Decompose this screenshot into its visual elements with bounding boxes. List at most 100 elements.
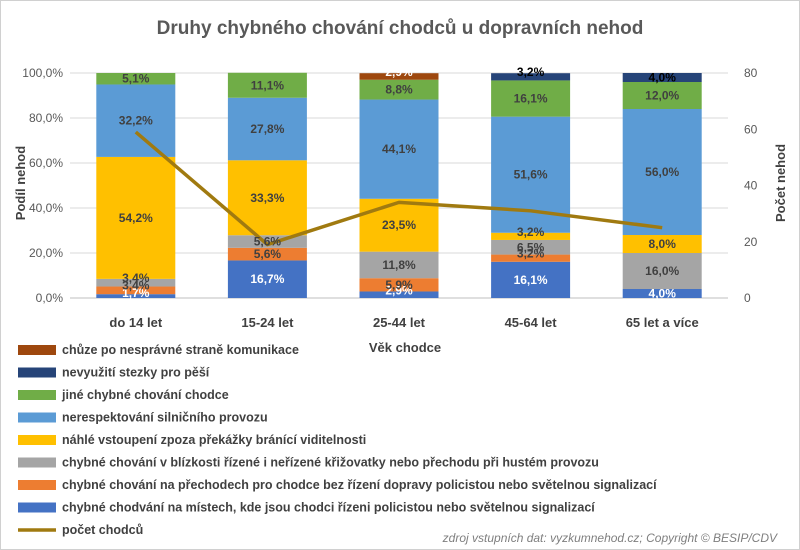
data-label: 5,6% xyxy=(254,247,282,261)
legend-label: chybné chodvání na místech, kde jsou cho… xyxy=(62,501,595,515)
data-label: 16,1% xyxy=(514,92,548,106)
data-label: 54,2% xyxy=(119,211,153,225)
data-label: 1,7% xyxy=(122,286,150,300)
legend-label: chybné chování v blízkosti řízené i neří… xyxy=(62,456,599,470)
data-label: 3,4% xyxy=(122,279,150,293)
bar-segment xyxy=(491,239,571,255)
data-label: 2,9% xyxy=(385,65,413,79)
chart-title: Druhy chybného chování chodců u dopravní… xyxy=(157,18,644,39)
source-note: zdroj vstupních dat: vyzkumnehod.cz; Cop… xyxy=(442,531,778,545)
count-line xyxy=(134,130,663,247)
bar-segment xyxy=(359,99,439,199)
x-axis-title: Věk chodce xyxy=(369,340,441,355)
bar-segment xyxy=(96,294,176,298)
legend-swatch xyxy=(18,457,56,468)
bar-segment xyxy=(96,278,176,287)
data-label: 32,2% xyxy=(119,114,153,128)
bar-segment xyxy=(359,73,439,80)
data-label: 33,3% xyxy=(250,191,284,205)
bar-segment xyxy=(491,80,571,117)
data-label: 3,4% xyxy=(122,271,150,285)
data-label: 5,1% xyxy=(122,72,150,86)
y-tick-label: 20,0% xyxy=(29,246,63,260)
data-label: 4,0% xyxy=(649,287,677,301)
data-label: 8,0% xyxy=(649,237,677,251)
legend-swatch xyxy=(18,435,56,445)
bar-segment xyxy=(491,254,571,262)
primary-y-axis: 0,0% 20,0% 40,0% 60,0% 80,0% 100,0% xyxy=(22,66,63,305)
bar-segment xyxy=(227,260,307,298)
legend-swatch xyxy=(18,345,56,355)
y-tick-label: 100,0% xyxy=(22,66,63,80)
bar-segment xyxy=(227,72,307,98)
bar-segment xyxy=(491,73,571,81)
data-label: 5,9% xyxy=(385,278,413,292)
y2-tick-label: 80 xyxy=(744,66,758,80)
bar-segment xyxy=(359,79,439,100)
bar-segment xyxy=(96,156,176,279)
data-label: 8,8% xyxy=(385,83,413,97)
y-axis-title: Podíl nehod xyxy=(13,146,28,220)
data-label: 3,2% xyxy=(517,225,545,239)
bar-segment xyxy=(622,73,702,82)
category-label: 25-44 let xyxy=(373,315,426,330)
y2-tick-label: 20 xyxy=(744,235,758,249)
data-label: 11,1% xyxy=(251,78,285,92)
legend-label: náhlé vstoupení zpoza překážky bránící v… xyxy=(62,433,366,447)
legend-label: chybné chování na přechodech pro chodce … xyxy=(62,478,657,492)
y2-axis-title: Počet nehod xyxy=(773,144,788,222)
bar-segment xyxy=(96,286,176,295)
bar-segment xyxy=(622,82,702,109)
data-label: 6,5% xyxy=(517,240,545,254)
legend-swatch xyxy=(18,390,56,400)
y-tick-label: 80,0% xyxy=(29,111,63,125)
category-label: do 14 let xyxy=(109,315,162,330)
y2-tick-label: 60 xyxy=(744,122,758,136)
bar-segment xyxy=(491,232,571,240)
legend-label: jiné chybné chování chodce xyxy=(61,388,229,402)
bar-segment xyxy=(227,247,307,261)
legend: chůze po nesprávné straně komunikace nevy… xyxy=(18,343,657,537)
legend-swatch xyxy=(18,502,56,513)
legend-label: nevyužití stezky pro pěší xyxy=(62,366,210,380)
bar-segment xyxy=(96,73,176,85)
bar-segment xyxy=(622,289,702,298)
count-line-path xyxy=(134,130,663,247)
category-label: 45-64 let xyxy=(505,315,558,330)
bar-segment xyxy=(359,291,439,298)
bar-segment xyxy=(227,97,307,161)
data-label: 2,9% xyxy=(385,283,413,297)
data-label: 23,5% xyxy=(382,218,416,232)
legend-swatch xyxy=(18,367,56,378)
legend-label: nerespektování silničního provozu xyxy=(62,411,268,425)
data-label: 3,2% xyxy=(517,247,545,261)
bar-segment xyxy=(359,278,439,292)
data-label: 12,0% xyxy=(645,89,679,103)
secondary-y-axis: 0 20 40 60 80 xyxy=(744,66,758,305)
data-label: 16,0% xyxy=(645,264,679,278)
y-tick-label: 0,0% xyxy=(36,291,64,305)
legend-label: chůze po nesprávné straně komunikace xyxy=(62,343,299,357)
data-label: 16,1% xyxy=(514,273,548,287)
y-tick-label: 60,0% xyxy=(29,156,63,170)
data-label: 16,7% xyxy=(250,272,284,286)
legend-label: počet chodců xyxy=(62,523,143,537)
legend-swatch xyxy=(18,412,56,423)
data-label: 44,1% xyxy=(382,142,416,156)
data-label: 27,8% xyxy=(250,122,284,136)
category-label: 65 let a více xyxy=(626,315,699,330)
y2-tick-label: 0 xyxy=(744,291,751,305)
y2-tick-label: 40 xyxy=(744,179,758,193)
data-label: 4,0% xyxy=(649,71,677,85)
bar-segment xyxy=(622,253,702,289)
data-labels: 1,7% 16,7% 2,9% 16,1% 4,0% 3,4% 5,6% 5,9% 3,2% 3,… xyxy=(119,65,680,300)
bar-segment xyxy=(622,109,702,235)
x-axis: do 14 let 15-24 let 25-44 let 45-64 let 65 l… xyxy=(109,315,698,330)
data-label: 11,8% xyxy=(382,258,416,272)
y-tick-label: 40,0% xyxy=(29,201,63,215)
data-label: 3,2% xyxy=(517,65,545,79)
legend-swatch xyxy=(18,480,56,490)
bar-segment xyxy=(622,235,702,253)
